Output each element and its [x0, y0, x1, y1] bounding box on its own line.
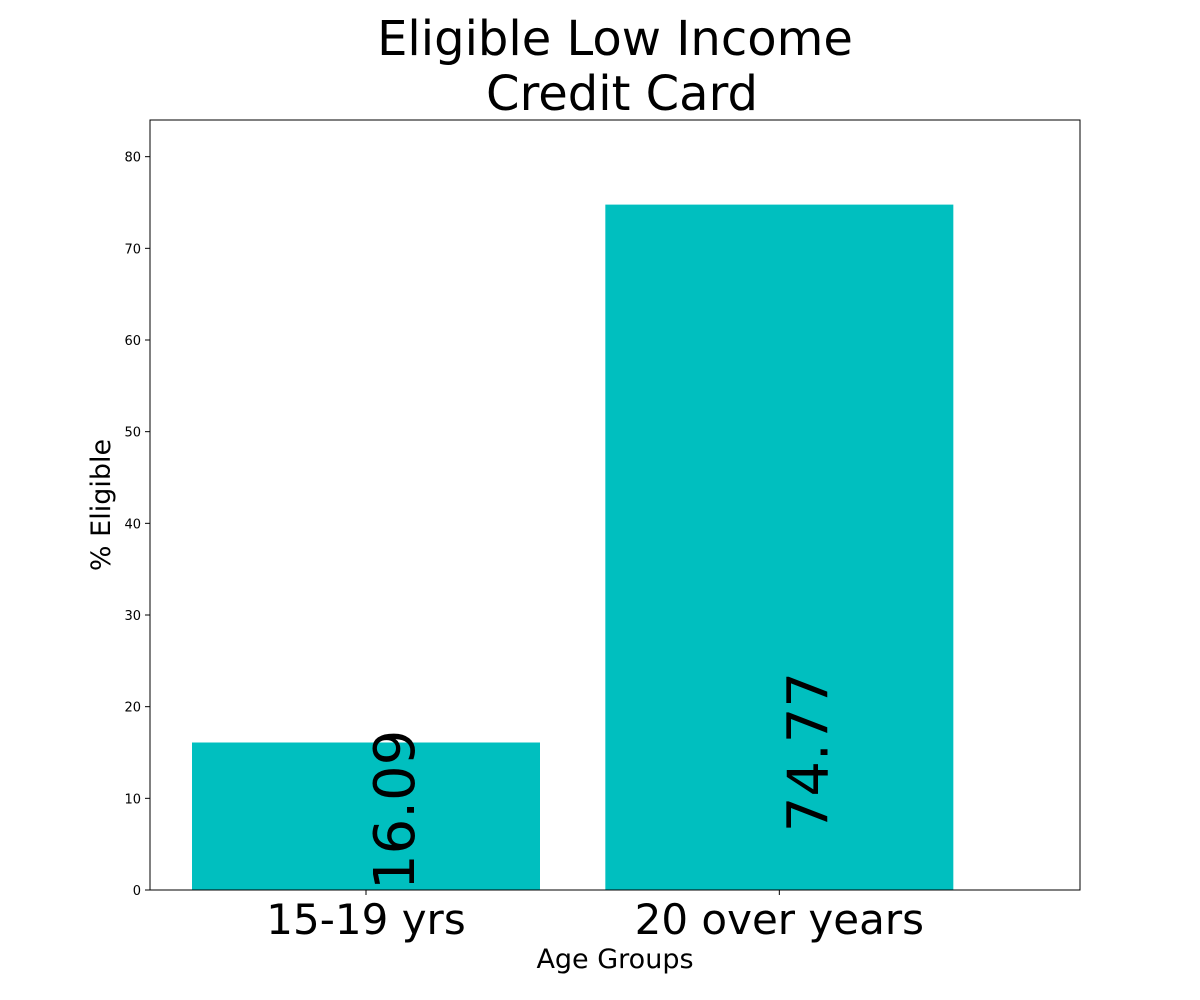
y-tick-label-40: 40 [124, 517, 141, 532]
bars-layer [192, 204, 954, 890]
y-axis: 0 10 20 30 40 50 60 70 80 [124, 151, 150, 899]
x-axis: 15-19 yrs 20 over years [266, 890, 924, 944]
data-label-2: 74.77 [776, 672, 841, 832]
plot-frame [149, 119, 1081, 891]
data-label-1: 16.09 [363, 730, 428, 890]
y-tick-label-60: 60 [124, 334, 141, 349]
chart-title-line-2: Credit Card [486, 66, 758, 122]
y-tick-label-50: 50 [124, 426, 141, 441]
data-labels-layer: 16.09 74.77 [363, 672, 841, 890]
y-axis-label: % Eligible [86, 439, 117, 571]
chart-title-line-1: Eligible Low Income [377, 11, 853, 67]
y-tick-label-80: 80 [124, 151, 141, 166]
bar-2 [605, 204, 954, 890]
y-tick-label-30: 30 [124, 609, 141, 624]
y-tick-label-10: 10 [124, 792, 141, 807]
y-tick-label-70: 70 [124, 242, 141, 257]
bar-1 [192, 742, 540, 890]
x-tick-label-1: 15-19 yrs [266, 895, 465, 944]
x-tick-label-2: 20 over years [635, 895, 924, 944]
y-tick-label-0: 0 [133, 884, 141, 899]
x-axis-label: Age Groups [536, 944, 693, 975]
y-tick-label-20: 20 [124, 701, 141, 716]
